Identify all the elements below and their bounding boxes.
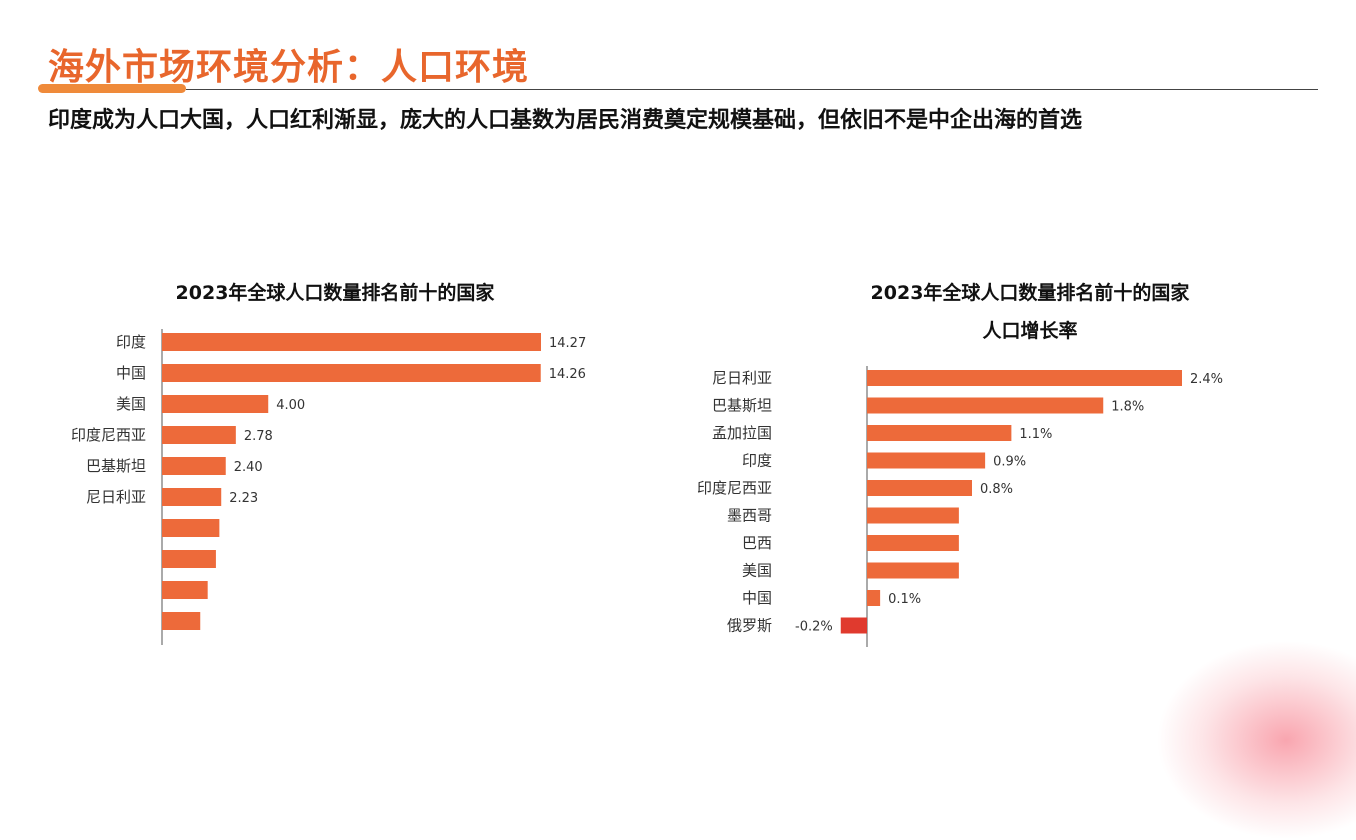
growth-rate-bar-chart: 尼日利亚 2.4% 巴基斯坦 1.8% 孟加拉国 1.1% 印度 0.9% 印度尼西亚 0.8% 墨…	[697, 366, 1223, 647]
chart2-category-label: 俄罗斯	[727, 617, 772, 635]
chart2-category-label: 巴西	[742, 534, 772, 552]
chart2-subtitle: 人口增长率	[982, 320, 1078, 342]
chart2-category-label: 中国	[742, 589, 772, 607]
chart2-value-label: -0.2%	[795, 620, 833, 635]
chart2-bar	[867, 425, 1012, 441]
chart2-value-label: 1.1%	[1019, 427, 1052, 442]
chart2-value-label: 0.1%	[888, 592, 921, 607]
chart2-bar	[867, 480, 972, 496]
chart2-bar	[867, 535, 959, 551]
chart1-bar	[162, 364, 541, 382]
chart1-title: 2023年全球人口数量排名前十的国家	[175, 282, 495, 304]
chart1-category-label: 美国	[116, 395, 146, 413]
chart1-bar	[162, 457, 226, 475]
chart1-bar	[162, 426, 236, 444]
chart1-value-label: 2.78	[244, 429, 273, 444]
chart2-category-label: 孟加拉国	[712, 424, 772, 442]
chart1-value-label: 2.23	[229, 491, 258, 506]
chart2-category-label: 墨西哥	[727, 507, 772, 525]
population-bar-chart: 印度 14.27 中国 14.26 美国 4.00 印度尼西亚 2.78 巴基斯坦 2.40 尼日利…	[71, 329, 586, 645]
chart2-value-label: 1.8%	[1111, 400, 1144, 415]
chart1-bar	[162, 395, 269, 413]
chart1-bar	[162, 488, 222, 506]
chart2-bar	[867, 507, 959, 524]
chart1-category-label: 巴基斯坦	[86, 457, 146, 475]
title-divider	[186, 89, 1318, 90]
chart1-bar	[162, 519, 220, 537]
chart1-category-label: 印度尼西亚	[71, 426, 146, 444]
chart2-value-label: 0.8%	[980, 482, 1013, 497]
chart2-title: 2023年全球人口数量排名前十的国家	[870, 282, 1190, 304]
chart1-category-label: 中国	[116, 364, 146, 382]
chart1-value-label: 14.27	[549, 336, 586, 351]
page-subtitle: 印度成为人口大国，人口红利渐显，庞大的人口基数为居民消费奠定规模基础，但依旧不是…	[48, 108, 1083, 133]
chart2-category-label: 美国	[742, 562, 772, 580]
chart1-bar	[162, 333, 541, 351]
chart1-value-label: 14.26	[549, 367, 586, 382]
page-title: 海外市场环境分析：人口环境	[48, 47, 530, 88]
chart2-category-label: 印度	[742, 452, 772, 470]
chart2-bar	[867, 370, 1182, 386]
chart2-bar	[867, 397, 1104, 414]
chart2-bar	[840, 617, 867, 634]
chart2-category-label: 印度尼西亚	[697, 479, 772, 497]
chart1-bar	[162, 550, 216, 568]
chart2-bar	[867, 590, 881, 606]
title-underline-accent	[38, 84, 186, 93]
chart1-category-label: 尼日利亚	[86, 488, 146, 506]
chart1-bar	[162, 581, 208, 599]
chart1-bar	[162, 612, 201, 630]
chart2-value-label: 2.4%	[1190, 372, 1223, 387]
chart2-bar	[867, 452, 986, 469]
chart1-category-label: 印度	[116, 333, 146, 351]
chart2-bar	[867, 562, 959, 579]
chart1-value-label: 2.40	[234, 460, 263, 475]
chart2-category-label: 巴基斯坦	[712, 397, 772, 415]
chart2-category-label: 尼日利亚	[712, 369, 772, 387]
chart1-value-label: 4.00	[276, 398, 305, 413]
chart2-value-label: 0.9%	[993, 455, 1026, 470]
